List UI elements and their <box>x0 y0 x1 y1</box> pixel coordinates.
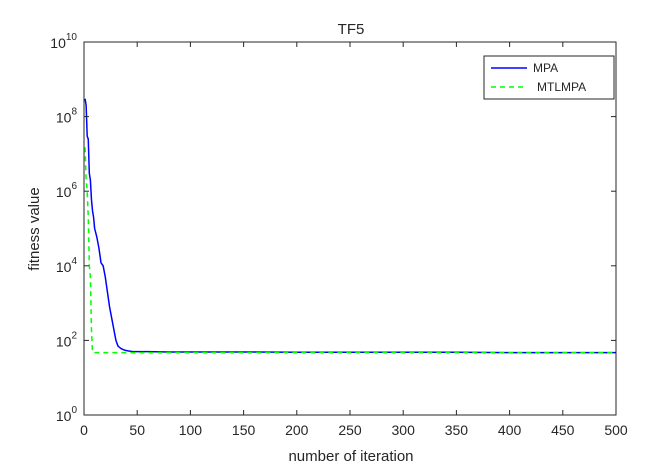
x-tick-label: 400 <box>498 422 522 438</box>
legend: MPA MTLMPA <box>483 55 615 100</box>
x-tick-label: 450 <box>551 422 575 438</box>
x-tick-labels: 0 50 100 150 200 250 300 350 400 450 500 <box>80 422 628 438</box>
y-tick-label: 104 <box>56 256 78 275</box>
x-tick-label: 0 <box>80 422 88 438</box>
tick-layer <box>83 41 617 416</box>
chart-title: TF5 <box>338 21 365 38</box>
legend-box <box>483 55 615 100</box>
x-tick-label: 200 <box>285 422 309 438</box>
x-tick-label: 500 <box>604 422 628 438</box>
x-tick-label: 250 <box>338 422 362 438</box>
x-axis-title: number of iteration <box>288 448 413 465</box>
x-tick-label: 50 <box>129 422 145 438</box>
legend-label-mtlmpa: MTLMPA <box>537 80 586 94</box>
y-tick-label: 100 <box>56 405 78 424</box>
y-tick-label: 1010 <box>50 32 77 51</box>
x-tick-label: 100 <box>179 422 203 438</box>
y-tick-label: 102 <box>56 330 78 349</box>
x-tick-label: 150 <box>232 422 256 438</box>
series-layer <box>84 98 616 354</box>
x-tick-label: 350 <box>445 422 469 438</box>
y-axis-title: fitness value <box>26 187 43 270</box>
x-tick-label: 300 <box>392 422 416 438</box>
series-line-mtlmpa <box>84 147 616 354</box>
legend-label-mpa: MPA <box>533 61 558 75</box>
y-tick-label: 108 <box>56 107 78 126</box>
y-tick-labels: 100 102 104 106 108 1010 <box>50 32 77 424</box>
y-tick-label: 106 <box>56 181 78 200</box>
